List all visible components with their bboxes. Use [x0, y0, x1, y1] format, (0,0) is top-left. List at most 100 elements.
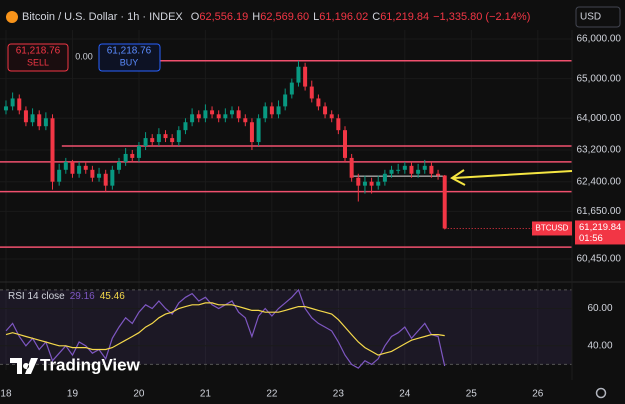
candle-body [229, 110, 234, 115]
x-tick-label: 21 [200, 389, 212, 400]
candle-body [216, 114, 221, 119]
y-tick-label: 62,400.00 [577, 176, 622, 187]
candle-body [283, 94, 288, 107]
candle-body [23, 110, 28, 123]
candle-body [97, 173, 102, 178]
sell-label[interactable]: SELL [27, 57, 49, 67]
rsi-tick-label: 60.00 [587, 303, 612, 314]
candle-body [63, 161, 68, 170]
candle-body [429, 165, 434, 174]
candle-body [10, 98, 15, 107]
rsi-legend: RSI 14 close 29.16 45.46 [8, 291, 125, 302]
candle-body [223, 114, 228, 119]
y-tick-label: 61,650.00 [577, 206, 622, 217]
candle-body [402, 165, 407, 170]
candle-body [190, 114, 195, 123]
candle-body [389, 169, 394, 174]
candle-body [70, 161, 75, 174]
currency[interactable]: USD [580, 12, 601, 23]
candle-body [422, 165, 427, 170]
ohlc-value: 61,219.84 [380, 11, 429, 23]
buy-label[interactable]: BUY [120, 57, 139, 67]
ohlc-label: H [252, 11, 260, 23]
candle-body [362, 181, 367, 186]
y-tick-label: 65,000.00 [577, 73, 622, 84]
currency-button[interactable] [575, 6, 621, 28]
settings-button[interactable] [595, 387, 607, 399]
change: −1,335.80 (−2.14%) [433, 11, 530, 23]
candle-body [416, 169, 421, 174]
candle-body [336, 118, 341, 131]
y-tick-label: 63,200.00 [577, 145, 622, 156]
candle-body [289, 82, 294, 95]
x-tick-label: 18 [0, 389, 12, 400]
candle-body [369, 181, 374, 186]
candle-body [249, 122, 254, 143]
ohlc-label: C [372, 11, 380, 23]
candle-body [210, 110, 215, 115]
candle-body [123, 153, 128, 162]
ohlc-value: 61,196.02 [319, 11, 368, 23]
x-tick-label: 26 [532, 389, 544, 400]
sell-price[interactable]: 61,218.76 [16, 46, 61, 57]
rsi-label: RSI 14 close [8, 291, 65, 302]
ohlc-label: O [191, 11, 200, 23]
candle-body [176, 130, 181, 143]
plot [0, 60, 572, 369]
candle-body [269, 106, 274, 115]
candle-body [303, 66, 308, 87]
candle-body [90, 169, 95, 178]
sell-button[interactable]: 61,218.76 SELL [7, 43, 69, 72]
x-tick-label: 24 [399, 389, 411, 400]
ohlc-label: L [313, 11, 319, 23]
candle-body [196, 114, 201, 119]
candle-body [30, 114, 35, 123]
rsi-tick-label: 40.00 [587, 340, 612, 351]
candle-body [3, 106, 8, 111]
buy-button[interactable]: 61,218.76 BUY [98, 43, 161, 72]
candle-body [170, 138, 175, 143]
candle-body [329, 114, 334, 119]
candle-body [77, 165, 82, 174]
candle-body [276, 106, 281, 115]
y-tick-label: 60,450.00 [577, 254, 622, 265]
candle-body [83, 165, 88, 170]
candle-body [37, 114, 42, 127]
candle-body [183, 122, 188, 131]
header: Bitcoin / U.S. Dollar · 1h · INDEX O62,55… [22, 11, 530, 23]
candle-body [442, 175, 447, 229]
symbol-tag-bg [532, 221, 572, 236]
title: Bitcoin / U.S. Dollar · 1h · INDEX [22, 11, 183, 23]
candle-body [263, 106, 268, 119]
rsi-line [5, 302, 445, 356]
candle-body [436, 173, 441, 176]
x-tick-label: 19 [67, 389, 79, 400]
candle-body [50, 118, 55, 182]
ohlc-value: 62,569.60 [260, 11, 309, 23]
symbol-icon [6, 11, 18, 23]
x-tick-label: 22 [266, 389, 278, 400]
candle-body [103, 173, 108, 186]
rsi-value: 29.16 [70, 291, 95, 302]
candle-body [203, 110, 208, 119]
y-tick-label: 66,000.00 [577, 34, 622, 45]
candle-body [382, 173, 387, 182]
rsi-value: 45.46 [100, 291, 125, 302]
candle-body [256, 118, 261, 143]
candle-body [150, 138, 155, 143]
candle-body [243, 118, 248, 123]
arrow-drawing [450, 169, 573, 186]
candle-body [409, 165, 414, 174]
buy-price[interactable]: 61,218.76 [107, 46, 152, 57]
candle-body [349, 157, 354, 178]
candle-body [136, 146, 141, 158]
candle-body [57, 169, 62, 182]
candle-body [43, 118, 48, 127]
x-tick-label: 23 [333, 389, 345, 400]
candle-body [316, 98, 321, 107]
ohlc-value: 62,556.19 [199, 11, 248, 23]
candle-body [130, 153, 135, 158]
y-tick-label: 64,000.00 [577, 113, 622, 124]
candle-body [309, 86, 314, 99]
